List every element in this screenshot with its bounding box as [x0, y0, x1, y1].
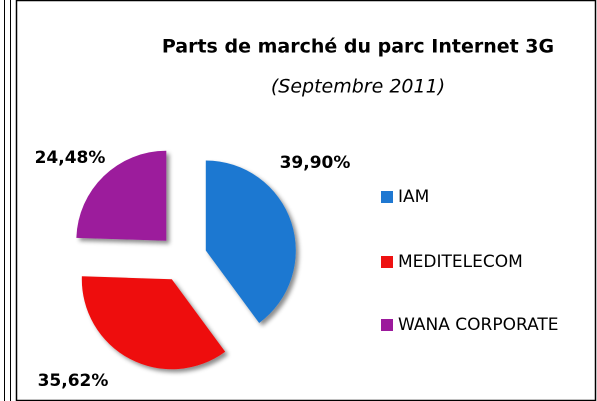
data-label: 35,62% — [38, 371, 109, 391]
legend-label: WANA CORPORATE — [398, 315, 559, 335]
legend-swatch — [381, 319, 393, 331]
pie-slice — [205, 160, 296, 323]
chart-title: Parts de marché du parc Internet 3G — [162, 36, 554, 58]
legend-label: MEDITELECOM — [398, 252, 523, 272]
legend-swatch — [381, 256, 393, 268]
data-label: 24,48% — [35, 148, 106, 168]
pie-slice — [76, 150, 167, 241]
data-label: 39,90% — [280, 153, 351, 173]
pie-slice — [81, 276, 226, 370]
legend-label: IAM — [398, 187, 429, 207]
legend-swatch — [381, 191, 393, 203]
chart-subtitle: (Septembre 2011) — [271, 76, 445, 98]
